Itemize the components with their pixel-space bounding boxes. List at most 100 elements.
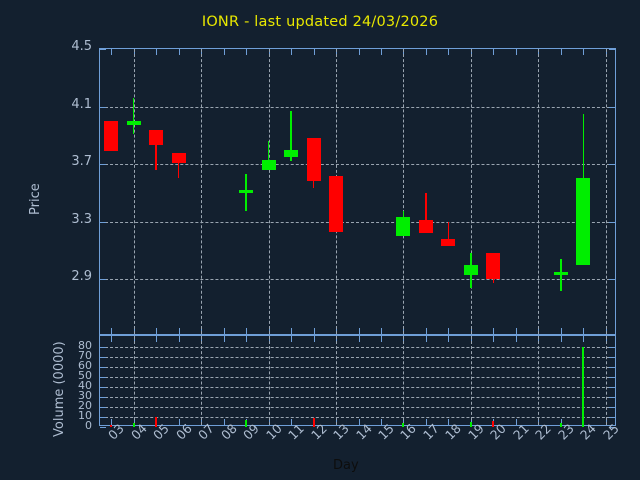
volume-x-tick	[515, 336, 517, 342]
volume-x-tick	[246, 336, 248, 342]
volume-tick-label: 50	[78, 369, 92, 382]
price-x-tick	[448, 49, 450, 55]
price-x-tick	[583, 49, 585, 55]
volume-tick-label: 0	[85, 419, 92, 432]
price-x-tick-bottom	[515, 328, 517, 334]
price-tick-right	[609, 164, 615, 165]
x-axis-title: Day	[333, 458, 359, 473]
price-x-tick-bottom	[178, 328, 180, 334]
price-x-tick	[425, 49, 427, 55]
price-x-tick-bottom	[111, 328, 113, 334]
volume-bar-23	[559, 423, 562, 427]
volume-bar-04	[132, 423, 135, 427]
volume-x-tick	[358, 336, 360, 342]
volume-tick-label: 80	[78, 339, 92, 352]
volume-tick-right	[609, 427, 615, 428]
volume-bar-24	[582, 347, 585, 427]
price-x-tick-bottom	[425, 328, 427, 334]
candle-16	[396, 217, 411, 236]
candle-wick	[267, 141, 270, 170]
volume-tick-right	[609, 397, 615, 398]
candle-wick	[447, 221, 450, 246]
price-tick-label: 4.5	[71, 39, 92, 54]
candle-03	[104, 120, 119, 152]
volume-tick	[100, 377, 106, 378]
volume-tick-label: 60	[78, 359, 92, 372]
volume-bar-05	[155, 417, 158, 427]
price-x-tick-bottom	[493, 328, 495, 334]
price-tick	[100, 164, 106, 165]
price-tick-label: 3.3	[71, 211, 92, 227]
candle-06	[171, 152, 186, 163]
volume-x-tick	[111, 336, 113, 342]
volume-tick-right	[609, 367, 615, 368]
volume-tick-label: 30	[78, 389, 92, 402]
candle-10	[261, 159, 276, 170]
candle-05	[149, 129, 164, 146]
price-tick	[100, 49, 106, 50]
volume-x-tick-bottom	[448, 419, 450, 425]
volume-tick	[100, 407, 106, 408]
candle-wick	[177, 152, 180, 179]
volume-tick-right	[609, 377, 615, 378]
price-x-tick	[246, 49, 248, 55]
price-tick-label: 4.1	[71, 96, 92, 112]
volume-x-tick-bottom	[380, 419, 382, 425]
candle-09	[239, 189, 254, 193]
price-tick-right	[609, 221, 615, 223]
candle-wick	[155, 129, 157, 170]
price-x-tick	[515, 49, 517, 55]
volume-x-tick	[313, 336, 315, 342]
candle-12	[306, 138, 321, 182]
price-tick-right	[609, 279, 615, 280]
candle-wick	[132, 97, 135, 134]
price-tick-label: 3.7	[71, 154, 92, 169]
volume-tick-label: 20	[78, 399, 92, 412]
volume-tick-right	[609, 387, 615, 388]
volume-tick	[100, 427, 106, 428]
volume-x-tick	[583, 336, 585, 342]
price-panel	[99, 48, 616, 335]
volume-tick	[100, 347, 106, 348]
price-x-tick-bottom	[358, 328, 360, 334]
price-tick-right	[609, 106, 615, 108]
candle-20	[486, 253, 501, 279]
price-x-tick	[156, 49, 158, 55]
candle-04	[126, 120, 141, 126]
volume-tick-label: 10	[78, 409, 92, 422]
price-x-tick-bottom	[448, 328, 450, 334]
candle-24	[576, 178, 591, 265]
volume-x-tick	[448, 336, 450, 342]
volume-tick	[100, 367, 106, 368]
candle-wick	[425, 192, 427, 233]
volume-bar-19	[469, 422, 472, 427]
price-tick	[100, 221, 106, 223]
candle-19	[463, 264, 478, 275]
price-x-tick	[291, 49, 293, 55]
candle-wick	[290, 110, 292, 162]
volume-bar-09	[245, 420, 248, 427]
volume-tick-label: 70	[78, 349, 92, 362]
candle-11	[284, 149, 299, 157]
price-x-tick	[313, 49, 315, 55]
volume-tick-right	[609, 347, 615, 348]
price-x-tick-bottom	[223, 328, 225, 334]
price-x-tick	[560, 49, 562, 55]
candle-13	[329, 175, 344, 232]
volume-x-tick-bottom	[178, 419, 180, 425]
volume-tick-right	[609, 407, 615, 408]
price-x-tick	[223, 49, 225, 55]
price-tick-right	[609, 49, 615, 50]
volume-x-tick	[291, 336, 293, 342]
volume-x-tick-bottom	[560, 419, 562, 425]
candle-18	[441, 238, 456, 246]
volume-tick	[100, 387, 106, 388]
price-x-tick-bottom	[583, 328, 585, 334]
volume-tick-right	[609, 357, 615, 358]
volume-x-tick-bottom	[291, 419, 293, 425]
price-x-tick	[178, 49, 180, 55]
volume-tick	[100, 397, 106, 398]
volume-bar-03	[110, 425, 113, 427]
price-x-tick-bottom	[246, 328, 248, 334]
